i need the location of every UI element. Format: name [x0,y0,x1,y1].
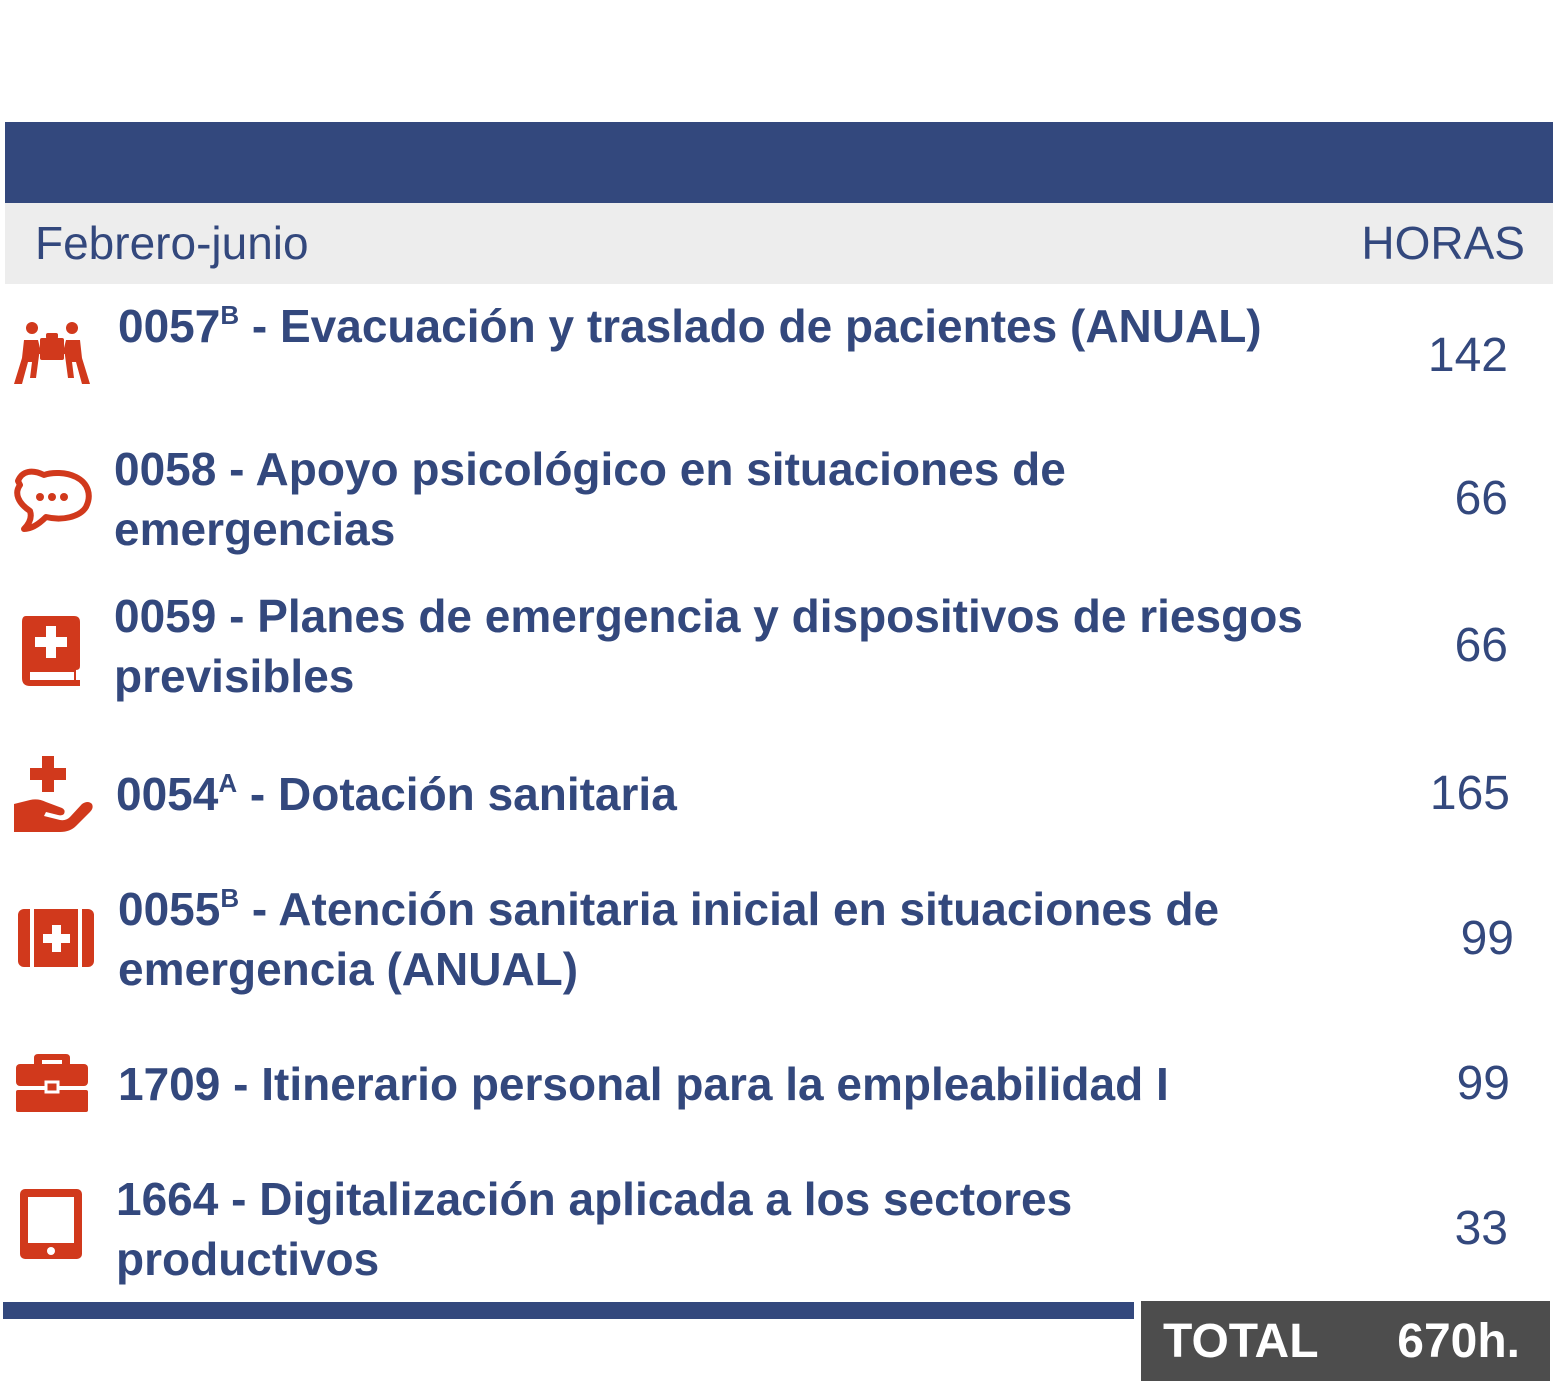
module-superscript: A [218,768,238,798]
module-superscript: B [220,883,240,913]
module-hours: 142 [1427,329,1508,382]
briefcase-icon [10,1044,94,1128]
module-superscript: B [220,300,240,330]
module-name: - Apoyo psicológico en situaciones de em… [114,443,1066,555]
module-hours: 99 [1460,912,1514,965]
module-row-1664: 1664 - Digitalización aplicada a los sec… [0,1165,1554,1300]
first-aid-kit-icon [10,897,94,981]
table-subheader: Febrero-junio HORAS [5,203,1553,284]
module-hours: 66 [1454,619,1508,672]
module-row-1709: 1709 - Itinerario personal para la emple… [0,1044,1554,1144]
total-value: 670h. [1397,1315,1520,1368]
module-title: 0054A - Dotación sanitaria [116,764,1346,824]
module-name: - Planes de emergencia y dispositivos de… [114,590,1303,702]
module-row-0057: 0057B - Evacuación y traslado de pacient… [0,290,1554,430]
tablet-icon [10,1183,94,1267]
module-code: 0058 [114,443,217,495]
people-carrying-icon [10,318,94,402]
module-title: 0057B - Evacuación y traslado de pacient… [118,296,1348,356]
module-hours: 99 [1456,1057,1510,1110]
module-code: 0059 [114,590,217,642]
total-label: TOTAL [1163,1315,1319,1368]
module-code: 1664 [116,1173,219,1225]
module-code: 1709 [118,1058,221,1110]
module-code: 0054 [116,768,219,820]
speech-bubble-icon [10,459,94,543]
module-title: 1664 - Digitalización aplicada a los sec… [116,1169,1346,1289]
module-code: 0057 [118,300,221,352]
total-box: TOTAL 670h. [1141,1301,1550,1381]
module-hours: 66 [1454,472,1508,525]
hours-column-header: HORAS [1361,217,1525,269]
module-hours: 33 [1454,1202,1508,1255]
module-name: - Digitalización aplicada a los sectores… [116,1173,1073,1285]
module-row-0055: 0055B - Atención sanitaria inicial en si… [0,875,1554,1015]
footer-bar [3,1302,1134,1319]
module-name: - Evacuación y traslado de pacientes (AN… [239,300,1262,352]
module-name: - Itinerario personal para la empleabili… [220,1058,1169,1110]
module-row-0058: 0058 - Apoyo psicológico en situaciones … [0,435,1554,575]
module-title: 0059 - Planes de emergencia y dispositiv… [114,586,1344,706]
module-hours: 165 [1429,767,1510,820]
module-code: 0055 [118,883,221,935]
module-name: - Atención sanitaria inicial en situacio… [118,883,1220,995]
module-title: 1709 - Itinerario personal para la emple… [118,1054,1348,1114]
module-name: - Dotación sanitaria [237,768,677,820]
module-row-0059: 0059 - Planes de emergencia y dispositiv… [0,582,1554,722]
header-banner [5,122,1553,203]
period-label: Febrero-junio [35,217,309,269]
module-title: 0058 - Apoyo psicológico en situaciones … [114,439,1344,559]
hand-holding-medical-icon [10,754,94,838]
module-title: 0055B - Atención sanitaria inicial en si… [118,879,1348,999]
medical-book-icon [10,610,94,694]
module-row-0054: 0054A - Dotación sanitaria 165 [0,752,1554,852]
